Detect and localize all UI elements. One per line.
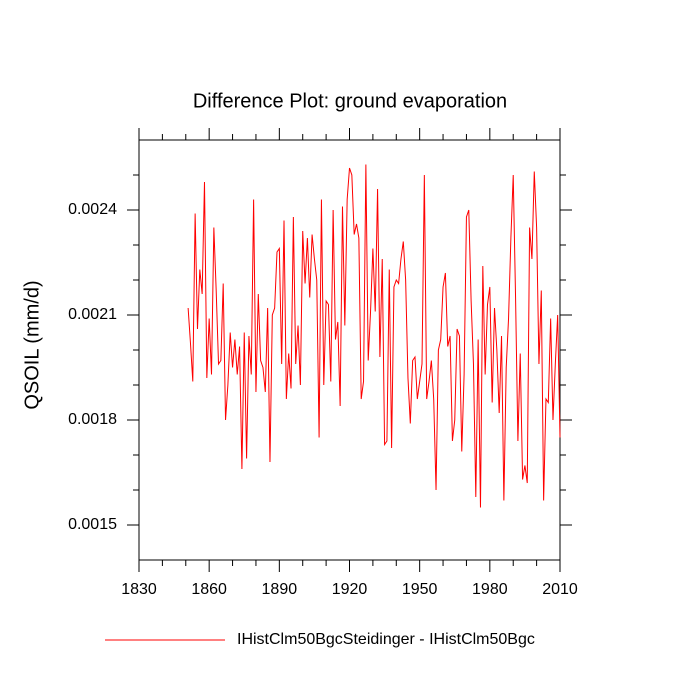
- x-tick-label: 1950: [402, 581, 438, 598]
- x-tick-label: 1830: [121, 581, 157, 598]
- y-tick-label: 0.0021: [68, 306, 117, 323]
- y-tick-label: 0.0015: [68, 516, 117, 533]
- x-tick-label: 1920: [332, 581, 368, 598]
- y-tick-label: 0.0018: [68, 411, 117, 428]
- data-line: [187, 164, 561, 508]
- y-axis-label: QSOIL (mm/d): [21, 280, 43, 409]
- x-tick-label: 1890: [262, 581, 298, 598]
- legend-label: IHistClm50BgcSteidinger - IHistClm50Bgc: [237, 631, 535, 648]
- x-tick-label: 1980: [472, 581, 508, 598]
- x-tick-label: 2010: [542, 581, 578, 598]
- chart-title: Difference Plot: ground evaporation: [193, 90, 507, 112]
- y-tick-label: 0.0024: [68, 201, 117, 218]
- x-tick-label: 1860: [191, 581, 227, 598]
